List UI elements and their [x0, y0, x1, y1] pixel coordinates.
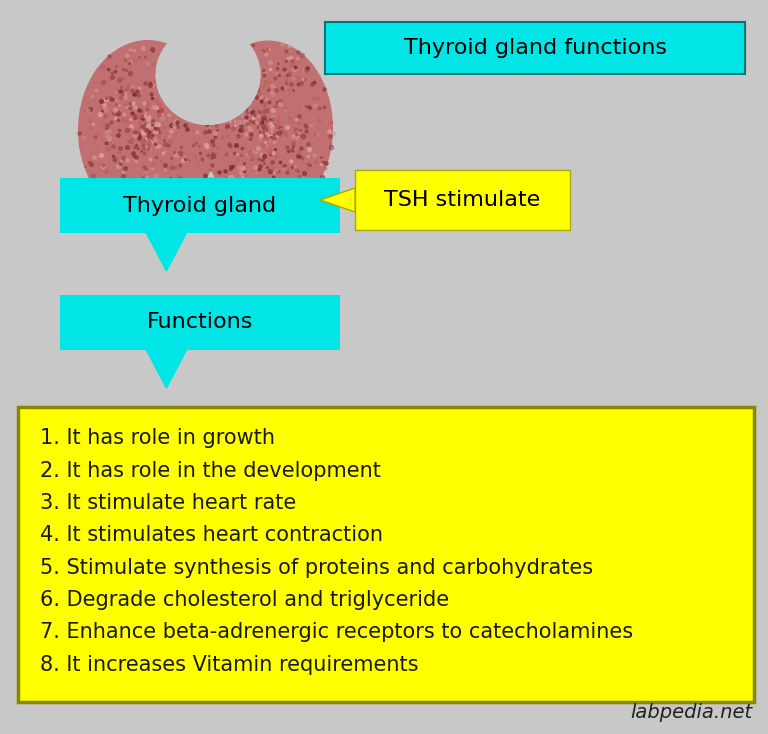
- Text: 7. Enhance beta-adrenergic receptors to catecholamines: 7. Enhance beta-adrenergic receptors to …: [40, 622, 633, 642]
- Ellipse shape: [155, 25, 260, 125]
- Text: labpedia.net: labpedia.net: [630, 703, 752, 722]
- Ellipse shape: [78, 40, 218, 220]
- Text: TSH stimulate: TSH stimulate: [384, 190, 541, 210]
- Polygon shape: [320, 188, 355, 212]
- Polygon shape: [147, 233, 187, 271]
- Ellipse shape: [163, 178, 253, 222]
- Text: 8. It increases Vitamin requirements: 8. It increases Vitamin requirements: [40, 655, 419, 675]
- Polygon shape: [147, 350, 187, 388]
- Text: 3. It stimulate heart rate: 3. It stimulate heart rate: [40, 493, 296, 513]
- Text: 5. Stimulate synthesis of proteins and carbohydrates: 5. Stimulate synthesis of proteins and c…: [40, 558, 593, 578]
- Ellipse shape: [155, 25, 260, 125]
- Text: 6. Degrade cholesterol and triglyceride: 6. Degrade cholesterol and triglyceride: [40, 590, 449, 610]
- FancyBboxPatch shape: [355, 170, 570, 230]
- FancyBboxPatch shape: [60, 295, 340, 350]
- FancyBboxPatch shape: [325, 22, 745, 74]
- Text: Thyroid gland functions: Thyroid gland functions: [403, 38, 667, 58]
- Text: 2. It has role in the development: 2. It has role in the development: [40, 461, 381, 481]
- Ellipse shape: [203, 40, 333, 216]
- Text: 1. It has role in growth: 1. It has role in growth: [40, 428, 275, 448]
- Text: Thyroid gland: Thyroid gland: [124, 195, 276, 216]
- FancyBboxPatch shape: [60, 178, 340, 233]
- Text: Functions: Functions: [147, 313, 253, 333]
- Text: 4. It stimulates heart contraction: 4. It stimulates heart contraction: [40, 526, 383, 545]
- FancyBboxPatch shape: [18, 407, 754, 702]
